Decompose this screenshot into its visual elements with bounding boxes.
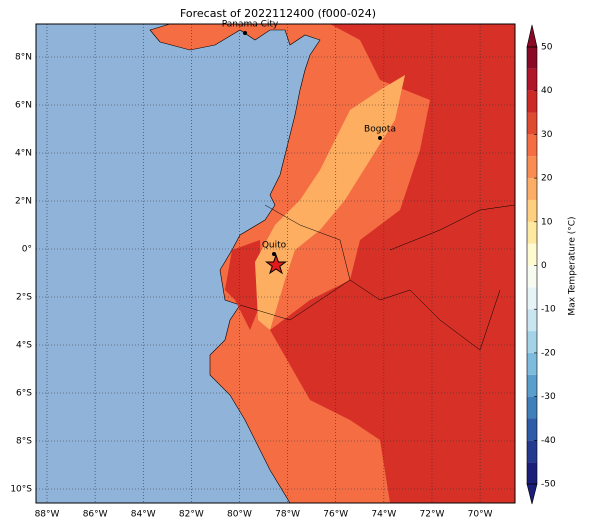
colorbar-swatch	[527, 352, 537, 375]
colorbar-tick-label: 20	[541, 174, 553, 184]
hot-region	[420, 360, 515, 480]
colorbar-tick-label: 30	[541, 130, 553, 140]
colorbar-swatch	[527, 199, 537, 222]
colorbar-tick-label: 40	[541, 86, 553, 96]
colorbar-extend	[526, 24, 538, 48]
colorbar-tick-label: -40	[541, 436, 556, 446]
city-label: Quito	[262, 241, 287, 251]
lat-tick-label: 2°S	[16, 293, 32, 303]
colorbar-swatch	[527, 331, 537, 353]
lat-tick-label: 6°N	[15, 101, 32, 111]
city-marker	[272, 252, 276, 256]
lon-tick-label: 86°W	[83, 510, 108, 520]
colorbar-tick-label: -50	[541, 480, 556, 490]
colorbar-tick-label: 0	[541, 261, 547, 271]
colorbar-extend	[526, 483, 538, 505]
borders	[239, 204, 515, 351]
colorbar-swatch	[527, 221, 537, 244]
lon-tick-label: 80°W	[227, 510, 252, 520]
lat-tick-label: 10°S	[10, 485, 32, 495]
lon-tick-label: 88°W	[35, 510, 60, 520]
cool-region	[255, 75, 405, 330]
lon-tick-label: 74°W	[371, 510, 396, 520]
colorbar-swatch	[527, 374, 537, 397]
city-markers: Panama City Bogota Quito	[222, 20, 396, 275]
colorbar-swatch	[527, 309, 537, 332]
lon-tick-label: 84°W	[131, 510, 156, 520]
graticule	[36, 24, 515, 503]
city-label: Bogota	[364, 125, 396, 135]
colorbar-tick-label: -20	[541, 348, 556, 358]
hot-region	[225, 240, 262, 330]
colorbar-tick-label: -30	[541, 392, 556, 402]
map-title: Forecast of 2022112400 (f000-024)	[180, 7, 376, 20]
colorbar-swatch	[527, 112, 537, 135]
colorbar-swatch	[527, 287, 537, 310]
colorbar-swatch	[527, 440, 537, 463]
lat-tick-label: 8°S	[16, 437, 32, 447]
city-marker	[378, 136, 382, 140]
lat-tick-label: 6°S	[16, 389, 32, 399]
lat-tick-label: 4°S	[16, 341, 32, 351]
map-frame	[35, 23, 516, 504]
colorbar-swatch	[527, 265, 537, 288]
colorbar-swatch	[527, 418, 537, 441]
lon-tick-label: 82°W	[179, 510, 204, 520]
colorbar-swatch	[527, 47, 537, 69]
location-star	[265, 253, 287, 275]
colorbar-tick-label: -10	[541, 305, 556, 315]
colorbar-tick-label: 10	[541, 217, 553, 227]
colorbar-swatch	[527, 243, 537, 266]
colorbar-swatch	[527, 462, 537, 484]
colorbar-swatch	[527, 134, 537, 157]
city-label: Panama City	[222, 20, 279, 30]
colorbar: 50 40 30 20 10 0 -10 -20 -30 -40 -50	[526, 24, 556, 505]
lat-tick-label: 0°	[22, 245, 32, 255]
colorbar-label: Max Temperature (°C)	[568, 216, 578, 315]
lon-tick-label: 72°W	[420, 510, 445, 520]
colorbar-swatch	[527, 178, 537, 200]
colorbar-swatch	[527, 68, 537, 91]
lat-tick-label: 8°N	[15, 53, 32, 63]
colorbar-swatch	[527, 90, 537, 113]
colorbar-swatch	[527, 396, 537, 419]
map-area	[36, 24, 515, 503]
lon-tick-label: 76°W	[323, 510, 348, 520]
colorbar-swatch	[527, 156, 537, 179]
lat-tick-label: 4°N	[15, 149, 32, 159]
lon-tick-label: 78°W	[275, 510, 300, 520]
city-marker	[243, 31, 247, 35]
lat-tick-label: 2°N	[15, 197, 32, 207]
colorbar-tick-label: 50	[541, 43, 553, 53]
lon-tick-label: 70°W	[468, 510, 493, 520]
